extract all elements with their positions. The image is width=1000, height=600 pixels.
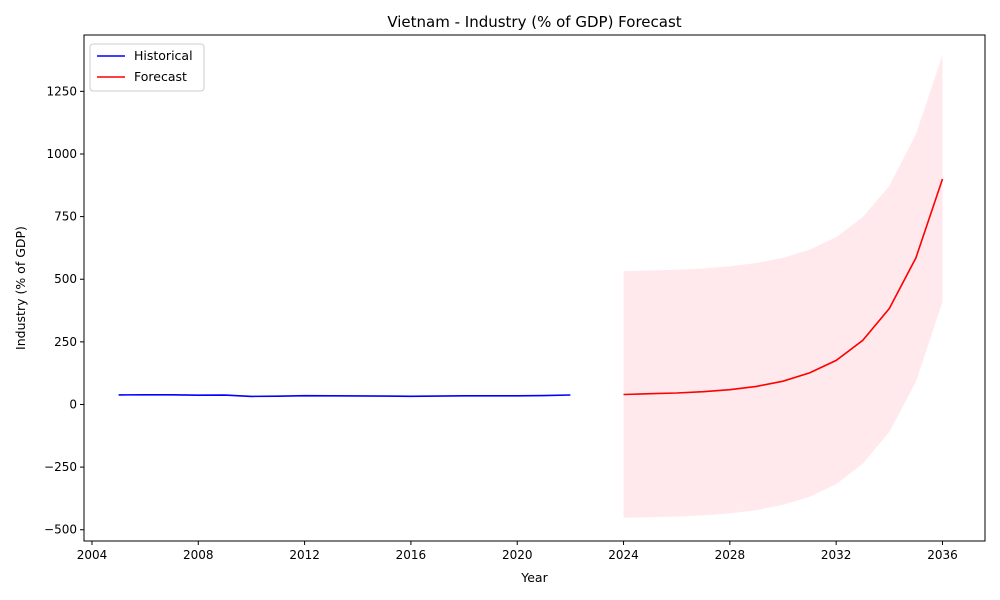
x-tick-label: 2012	[289, 548, 320, 562]
x-tick-label: 2008	[183, 548, 214, 562]
x-tick-label: 2036	[927, 548, 958, 562]
x-tick-label: 2004	[77, 548, 108, 562]
confidence-band-layer	[623, 55, 943, 518]
y-tick-label: 1000	[46, 147, 77, 161]
y-tick-label: 250	[54, 335, 77, 349]
y-tick-label: 1250	[46, 84, 77, 98]
x-axis-ticks: 2004 2008 2012 2016 2020 2024 2028 2032 2036	[77, 541, 958, 562]
chart-title: Vietnam - Industry (% of GDP) Forecast	[387, 13, 681, 31]
x-tick-label: 2028	[715, 548, 746, 562]
series-line-historical	[118, 394, 571, 398]
x-tick-label: 2016	[396, 548, 427, 562]
x-tick-label: 2020	[502, 548, 533, 562]
legend: Historical Forecast	[89, 43, 205, 92]
y-axis-ticks: −500 −250 0 250 500 750 1000 1250	[44, 84, 84, 537]
series-layer	[118, 178, 944, 398]
y-tick-label: −250	[44, 460, 77, 474]
y-tick-label: 0	[69, 397, 77, 411]
y-axis-label: Industry (% of GDP)	[13, 226, 28, 350]
x-axis-label: Year	[520, 570, 548, 585]
plot-frame	[83, 34, 986, 542]
y-tick-label: 750	[54, 210, 77, 224]
y-tick-label: −500	[44, 523, 77, 537]
y-tick-label: 500	[54, 272, 77, 286]
legend-label-historical: Historical	[134, 48, 193, 63]
forecast-confidence-band	[623, 55, 943, 518]
x-tick-label: 2024	[608, 548, 639, 562]
legend-label-forecast: Forecast	[134, 69, 187, 84]
x-tick-label: 2032	[821, 548, 852, 562]
